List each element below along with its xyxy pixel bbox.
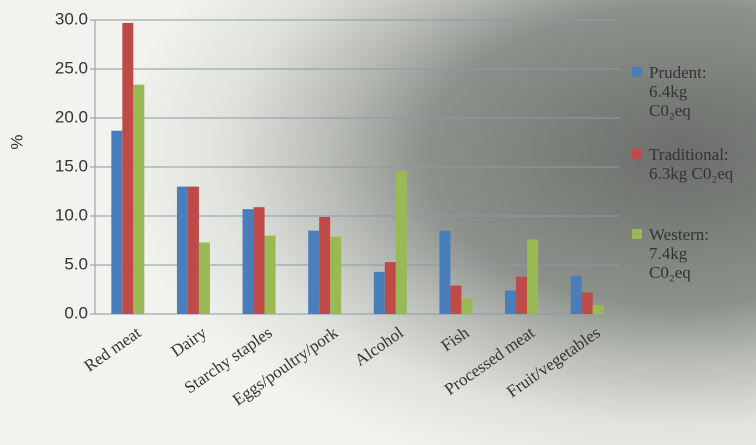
bar <box>264 235 276 314</box>
y-tick-label: 20.0 <box>55 107 88 126</box>
bar <box>570 275 582 314</box>
legend-label: Prudent: <box>649 63 707 82</box>
y-tick-label: 25.0 <box>55 58 88 77</box>
bar <box>461 298 473 314</box>
y-tick-label: 15.0 <box>55 156 88 175</box>
legend-label: 6.3kg C0₂eq <box>649 164 734 183</box>
bar <box>395 170 407 314</box>
bar <box>505 290 517 314</box>
bar <box>122 22 134 314</box>
bar <box>176 186 188 314</box>
bar <box>111 130 123 314</box>
legend-label: C0₂eq <box>649 101 691 120</box>
bar <box>319 216 331 314</box>
y-tick-label: 30.0 <box>55 9 88 28</box>
legend-swatch <box>632 149 642 159</box>
y-tick-label: 5.0 <box>64 254 88 273</box>
legend-label: Traditional: <box>649 145 729 164</box>
bar <box>253 207 265 314</box>
legend-label: Western: <box>649 225 709 244</box>
bar <box>242 209 254 314</box>
bar <box>133 84 145 315</box>
bar <box>527 239 539 314</box>
legend-label: 6.4kg <box>649 82 688 101</box>
bar <box>373 271 385 314</box>
bar <box>330 236 342 314</box>
bar <box>384 262 396 314</box>
bar <box>516 276 528 314</box>
legend-swatch <box>632 67 642 77</box>
legend-swatch <box>632 229 642 239</box>
bar <box>308 230 320 314</box>
bar <box>198 242 210 314</box>
bar <box>592 305 604 314</box>
bar <box>581 292 593 314</box>
y-axis-label: % <box>7 134 26 149</box>
bar <box>450 285 462 314</box>
bar <box>439 230 451 314</box>
legend-label: 7.4kg <box>649 244 688 263</box>
legend-label: C0₂eq <box>649 263 691 282</box>
y-tick-label: 0.0 <box>64 303 88 322</box>
y-tick-label: 10.0 <box>55 205 88 224</box>
bar <box>187 186 199 314</box>
